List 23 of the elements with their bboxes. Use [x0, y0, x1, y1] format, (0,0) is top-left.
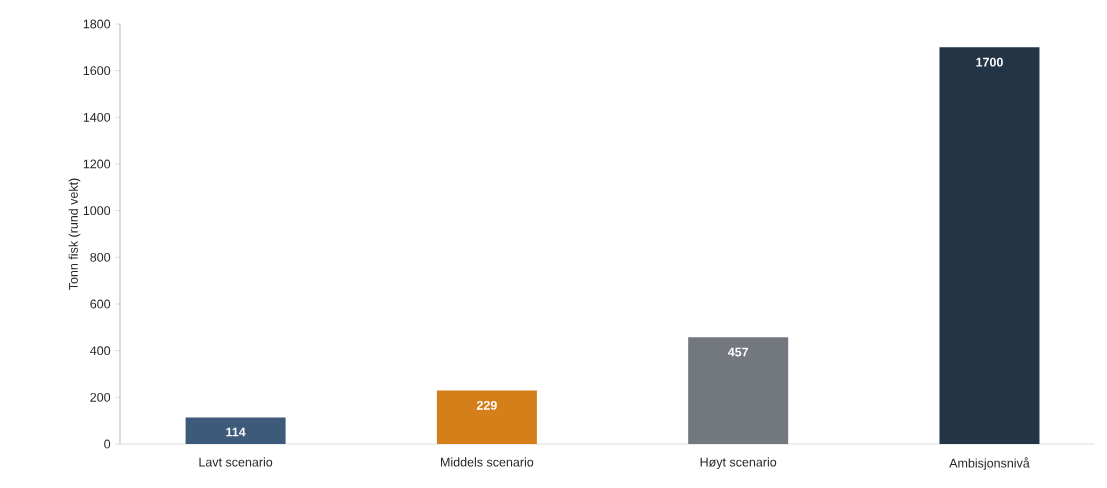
data-label: 229 — [476, 400, 497, 410]
y-tick-label: 1800 — [83, 19, 111, 29]
bar — [939, 47, 1040, 444]
y-axis-title: Tonn fisk (rund vekt) — [68, 178, 81, 290]
y-tick-label: 1000 — [83, 206, 111, 216]
y-tick-label: 600 — [90, 299, 111, 309]
bar — [185, 417, 286, 444]
bar — [688, 337, 789, 444]
data-label: 457 — [727, 347, 749, 357]
y-tick-label: 1600 — [83, 66, 111, 76]
data-label: 1700 — [976, 57, 1003, 67]
y-tick-label: 1400 — [83, 112, 111, 122]
y-tick-label: 0 — [104, 439, 111, 449]
x-tick-label: Høyt scenario — [700, 457, 777, 470]
y-tick-label: 400 — [90, 346, 111, 356]
y-tick-label: 200 — [90, 392, 111, 402]
x-tick-label: Middels scenario — [441, 457, 534, 467]
y-tick-label: 1200 — [83, 159, 111, 169]
y-tick-label: 800 — [90, 252, 111, 262]
bar — [436, 390, 537, 444]
x-tick-label: Lavt scenario — [199, 457, 273, 467]
x-tick-label: Ambisjonsnivå — [949, 457, 1030, 471]
data-label: 114 — [226, 427, 246, 437]
